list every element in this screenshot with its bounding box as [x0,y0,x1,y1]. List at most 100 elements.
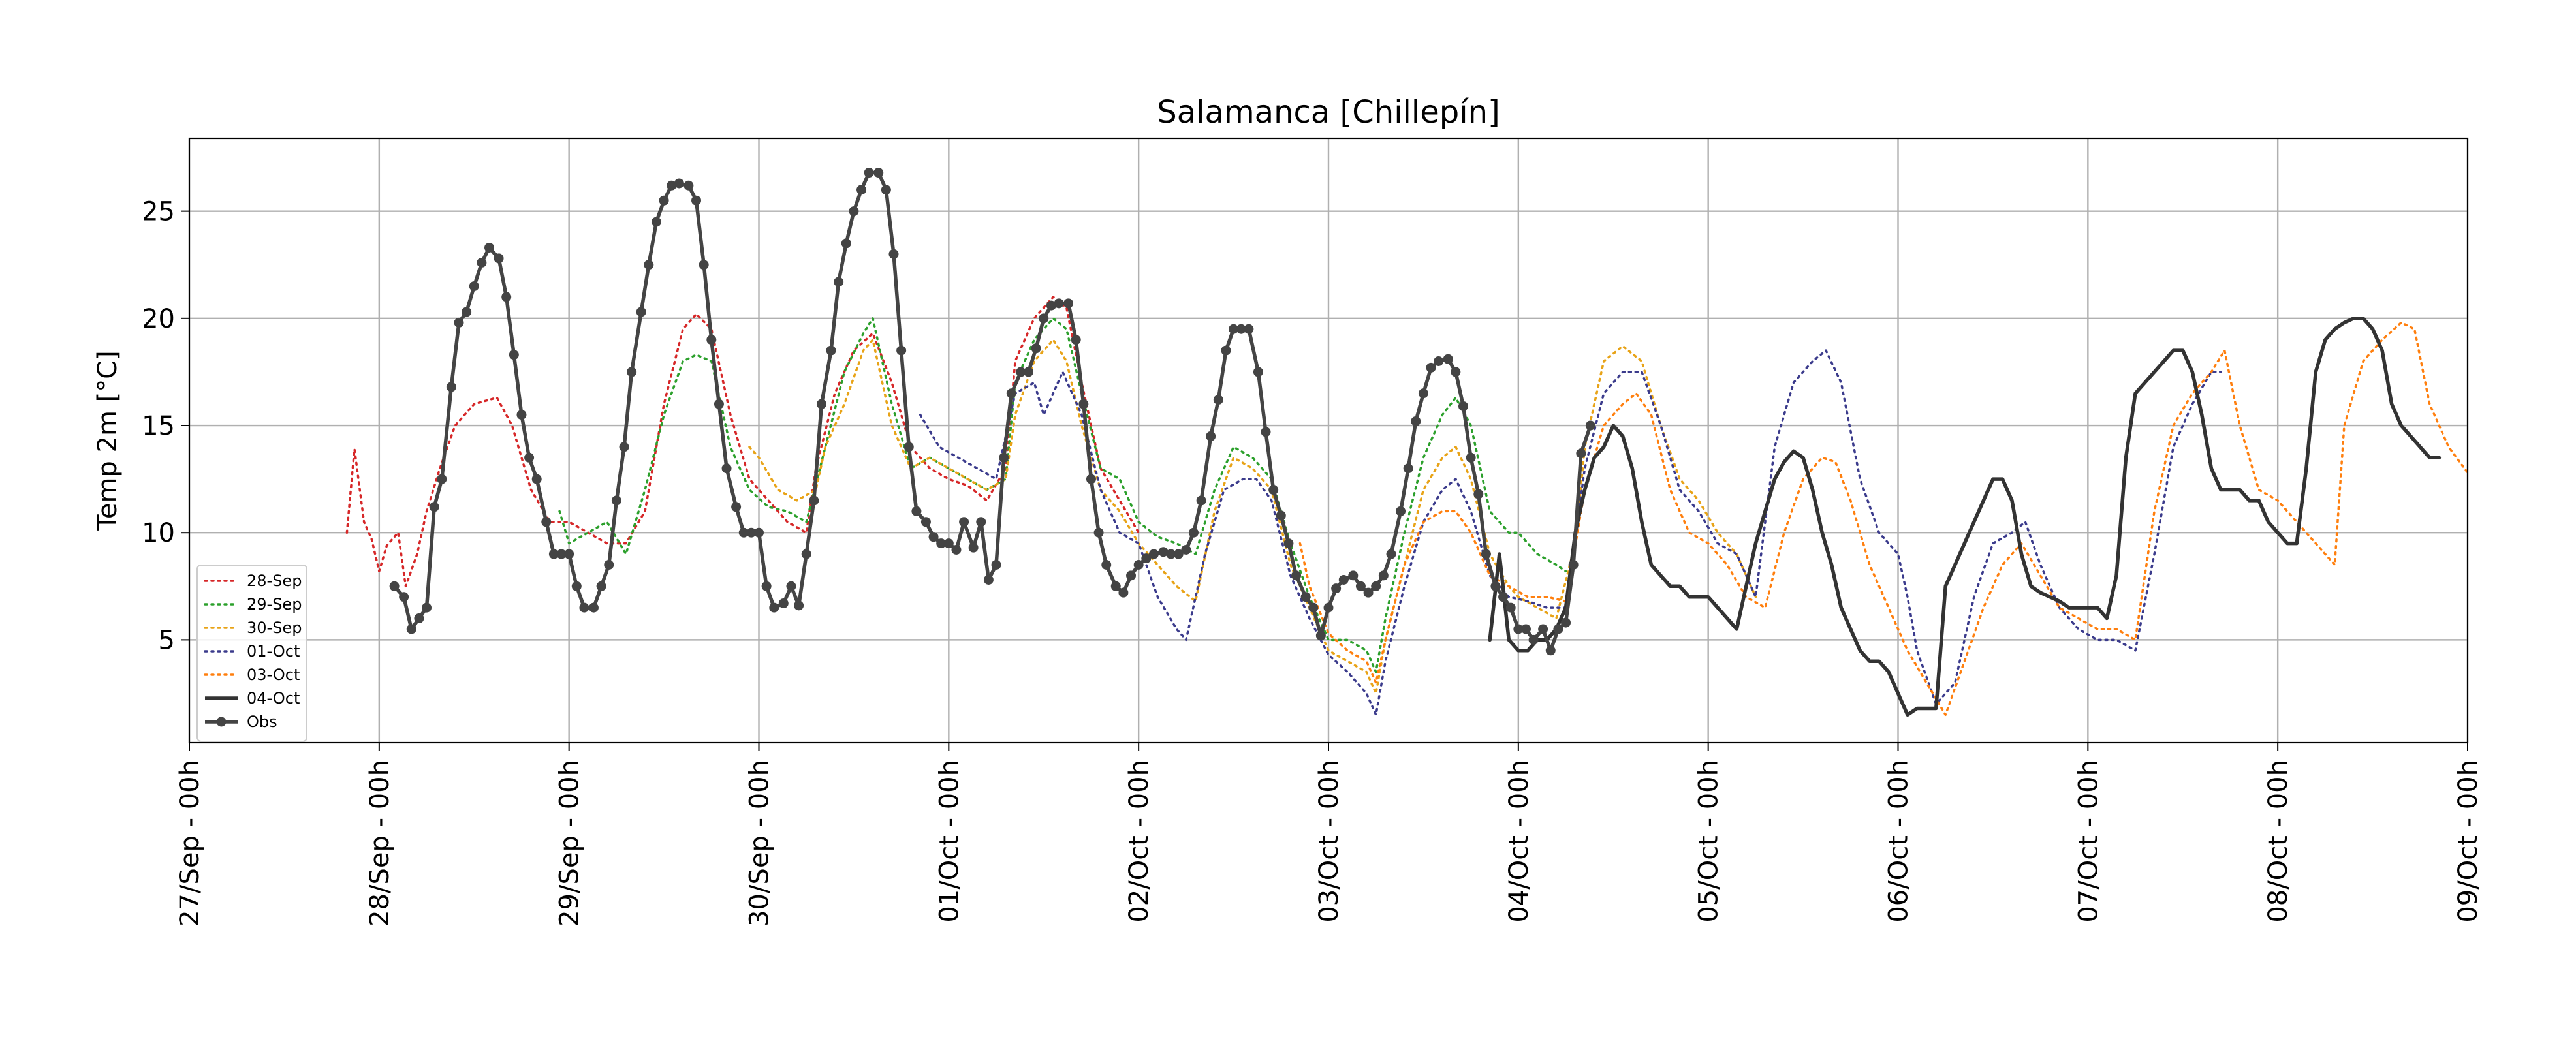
x-tick-label: 29/Sep - 00h [555,760,585,927]
obs-point [1189,527,1199,538]
obs-point [1006,388,1016,399]
obs-point [1181,544,1191,555]
obs-point [1490,581,1501,591]
obs-point [556,549,567,559]
obs-point [1528,634,1539,645]
obs-point [524,452,535,463]
obs-point [1378,570,1389,581]
obs-point [1458,401,1468,411]
obs-point [1498,592,1509,602]
x-tick-label: 28/Sep - 00h [365,760,395,927]
obs-point [1505,602,1516,613]
x-tick-label: 04/Oct - 00h [1504,760,1534,923]
obs-point [911,506,922,516]
obs-point [1173,549,1184,559]
obs-point [731,502,742,512]
obs-point [1451,367,1461,377]
obs-point [1520,624,1531,634]
obs-point [389,581,400,591]
obs-point [928,532,939,542]
obs-point [951,544,962,555]
obs-point [644,260,654,270]
obs-point [1078,399,1089,409]
legend-label-29-sep: 29-Sep [247,595,302,613]
obs-point [1315,630,1326,641]
obs-point [816,399,826,409]
obs-point [1236,324,1246,334]
x-tick-label: 06/Oct - 00h [1884,760,1914,923]
obs-point [414,613,424,624]
obs-point [856,185,867,195]
obs-point [406,624,416,634]
obs-point [1158,547,1169,557]
obs-point [651,217,661,227]
obs-point [1331,583,1342,594]
obs-point [1268,485,1279,495]
obs-point [1101,559,1112,570]
obs-point [1355,581,1366,591]
obs-point [627,367,637,377]
obs-point [1348,570,1359,581]
obs-point [1046,300,1056,311]
y-tick-label: 20 [142,304,175,334]
obs-point [1196,495,1206,506]
obs-point [849,206,859,217]
obs-point [999,452,1009,463]
legend: 28-Sep 29-Sep 30-Sep 01-Oct 03-Oct 04-Oct Obs [196,565,307,742]
obs-point [943,538,954,549]
obs-point [531,474,542,484]
obs-point [462,307,472,317]
obs-point [571,581,582,591]
obs-point [1110,581,1121,591]
series-layer [345,168,2469,717]
obs-point [454,317,464,328]
x-tick-label: 01/Oct - 00h [934,760,964,923]
obs-point [564,549,574,559]
obs-point [611,495,621,506]
obs-point [1229,324,1239,334]
obs-point [691,195,702,206]
obs-point [1403,463,1413,474]
obs-point [920,517,931,527]
obs-point [1206,431,1216,441]
x-tick-label: 30/Sep - 00h [745,760,775,927]
legend-label-obs: Obs [247,713,277,731]
obs-point [991,559,1001,570]
obs-point [1016,367,1026,377]
obs-point [1300,592,1311,602]
obs-point [1276,510,1286,521]
obs-point [604,559,614,570]
obs-point [1054,298,1064,309]
obs-point [1481,549,1491,559]
obs-point [579,602,589,613]
chart-title: Salamanca [Chillepín] [1157,94,1500,131]
obs-point [721,463,732,474]
x-tick-label: 02/Oct - 00h [1124,760,1154,923]
obs-point [1576,448,1586,459]
y-axis-label: Temp 2m [°C] [93,350,123,531]
obs-point [1093,527,1104,538]
obs-point [1213,395,1223,405]
obs-point [636,307,646,317]
legend-label-30-sep: 30-Sep [247,619,302,637]
legend-label-04-oct: 04-Oct [247,689,300,707]
obs-point [667,180,677,191]
obs-point [1148,549,1159,559]
x-tick-label: 27/Sep - 00h [175,760,205,927]
obs-point [746,527,757,538]
obs-point [1291,570,1302,581]
obs-point [1166,549,1176,559]
obs-point [1568,559,1579,570]
obs-point [1023,367,1033,377]
obs-point [429,502,439,512]
obs-point [809,495,819,506]
x-tick-label: 08/Oct - 00h [2263,760,2293,923]
obs-point [446,382,456,392]
obs-point [1443,354,1453,364]
obs-point [801,549,811,559]
obs-point [841,238,851,249]
obs-point [714,399,724,409]
ticks-layer: 27/Sep - 00h 28/Sep - 00h 29/Sep - 00h 30/S… [142,197,2483,927]
